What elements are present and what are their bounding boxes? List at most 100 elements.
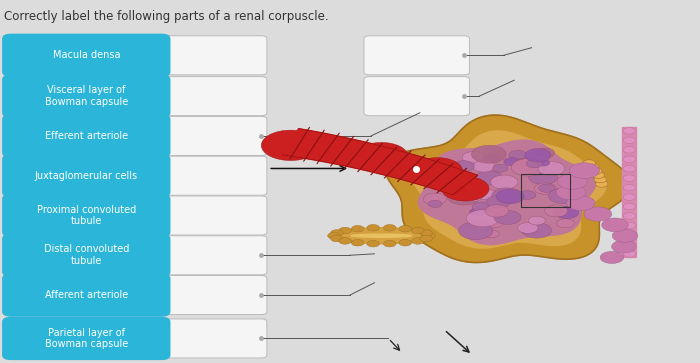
Circle shape xyxy=(420,235,433,242)
Circle shape xyxy=(623,194,636,200)
Circle shape xyxy=(554,206,579,219)
Circle shape xyxy=(514,158,538,171)
Circle shape xyxy=(442,176,489,201)
Circle shape xyxy=(511,159,545,176)
Circle shape xyxy=(509,150,526,159)
Circle shape xyxy=(470,208,484,216)
Circle shape xyxy=(492,188,522,203)
Circle shape xyxy=(488,150,505,159)
Circle shape xyxy=(436,162,458,173)
Circle shape xyxy=(526,159,542,168)
FancyBboxPatch shape xyxy=(364,36,470,75)
Text: Macula densa: Macula densa xyxy=(52,50,120,60)
Circle shape xyxy=(589,168,602,174)
Circle shape xyxy=(428,200,442,208)
Circle shape xyxy=(566,196,595,211)
Circle shape xyxy=(384,240,396,247)
Circle shape xyxy=(600,251,624,264)
FancyBboxPatch shape xyxy=(3,155,170,197)
Circle shape xyxy=(525,148,551,162)
Circle shape xyxy=(462,152,484,163)
Circle shape xyxy=(623,137,636,144)
Circle shape xyxy=(623,232,636,238)
Text: Afferent arteriole: Afferent arteriole xyxy=(45,290,128,300)
Circle shape xyxy=(399,240,412,246)
Bar xyxy=(522,174,570,207)
Circle shape xyxy=(623,175,636,182)
Circle shape xyxy=(612,240,636,253)
Circle shape xyxy=(623,184,636,191)
Circle shape xyxy=(453,161,475,172)
Circle shape xyxy=(420,230,433,236)
Circle shape xyxy=(424,193,447,205)
Circle shape xyxy=(587,164,599,170)
FancyBboxPatch shape xyxy=(162,236,267,275)
Circle shape xyxy=(423,232,435,239)
Circle shape xyxy=(491,175,518,189)
Circle shape xyxy=(536,148,554,158)
Circle shape xyxy=(569,163,599,179)
FancyBboxPatch shape xyxy=(3,75,170,117)
Polygon shape xyxy=(385,115,631,262)
Circle shape xyxy=(623,241,636,248)
Polygon shape xyxy=(410,131,606,248)
Circle shape xyxy=(623,156,636,163)
Polygon shape xyxy=(283,129,477,195)
Circle shape xyxy=(339,238,351,244)
Circle shape xyxy=(612,229,638,242)
Circle shape xyxy=(623,203,636,210)
Circle shape xyxy=(534,183,556,194)
Text: Proximal convoluted
tubule: Proximal convoluted tubule xyxy=(36,205,136,226)
Circle shape xyxy=(330,230,343,236)
Circle shape xyxy=(623,213,636,219)
Circle shape xyxy=(596,181,608,187)
Polygon shape xyxy=(334,228,429,244)
Circle shape xyxy=(528,170,558,184)
Circle shape xyxy=(412,158,463,184)
Circle shape xyxy=(412,227,424,234)
Polygon shape xyxy=(351,234,412,237)
Circle shape xyxy=(517,223,538,233)
Circle shape xyxy=(554,191,575,202)
Circle shape xyxy=(519,224,539,234)
Circle shape xyxy=(351,225,364,232)
Circle shape xyxy=(472,145,506,163)
Circle shape xyxy=(458,222,493,240)
Circle shape xyxy=(494,211,521,224)
Circle shape xyxy=(484,230,499,238)
Circle shape xyxy=(528,216,545,225)
Circle shape xyxy=(538,184,555,192)
Text: Efferent arteriole: Efferent arteriole xyxy=(45,131,128,141)
Text: Juxtaglomerular cells: Juxtaglomerular cells xyxy=(35,171,138,181)
Circle shape xyxy=(504,158,519,166)
Circle shape xyxy=(538,162,565,175)
Text: Distal convoluted
tubule: Distal convoluted tubule xyxy=(43,244,129,266)
Circle shape xyxy=(548,188,578,204)
Circle shape xyxy=(558,175,584,189)
Circle shape xyxy=(556,185,586,200)
Circle shape xyxy=(458,185,485,200)
Circle shape xyxy=(493,164,508,172)
FancyBboxPatch shape xyxy=(3,115,170,157)
Circle shape xyxy=(475,171,503,185)
Circle shape xyxy=(462,191,482,201)
Circle shape xyxy=(330,235,343,242)
Circle shape xyxy=(483,154,500,163)
Circle shape xyxy=(351,240,364,246)
Circle shape xyxy=(583,160,596,166)
FancyBboxPatch shape xyxy=(3,195,170,236)
Circle shape xyxy=(399,225,412,232)
FancyBboxPatch shape xyxy=(162,319,267,358)
Polygon shape xyxy=(622,127,636,257)
Circle shape xyxy=(484,217,503,228)
FancyBboxPatch shape xyxy=(162,36,267,75)
Circle shape xyxy=(584,207,612,221)
FancyBboxPatch shape xyxy=(3,234,170,276)
Circle shape xyxy=(485,205,509,217)
Circle shape xyxy=(384,224,396,231)
Circle shape xyxy=(261,130,320,160)
Circle shape xyxy=(433,163,456,175)
Circle shape xyxy=(447,188,480,205)
Circle shape xyxy=(623,147,636,153)
FancyBboxPatch shape xyxy=(3,274,170,316)
